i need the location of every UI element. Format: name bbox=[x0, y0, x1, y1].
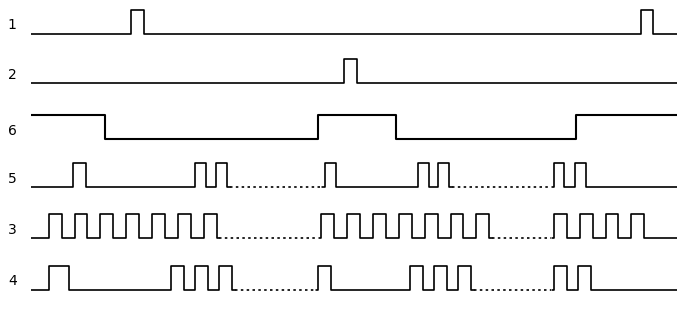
Text: 5: 5 bbox=[8, 172, 16, 186]
Text: 2: 2 bbox=[8, 68, 16, 82]
Text: 3: 3 bbox=[8, 223, 16, 237]
Text: 6: 6 bbox=[7, 124, 17, 138]
Text: 1: 1 bbox=[7, 18, 17, 32]
Text: 4: 4 bbox=[8, 274, 16, 288]
